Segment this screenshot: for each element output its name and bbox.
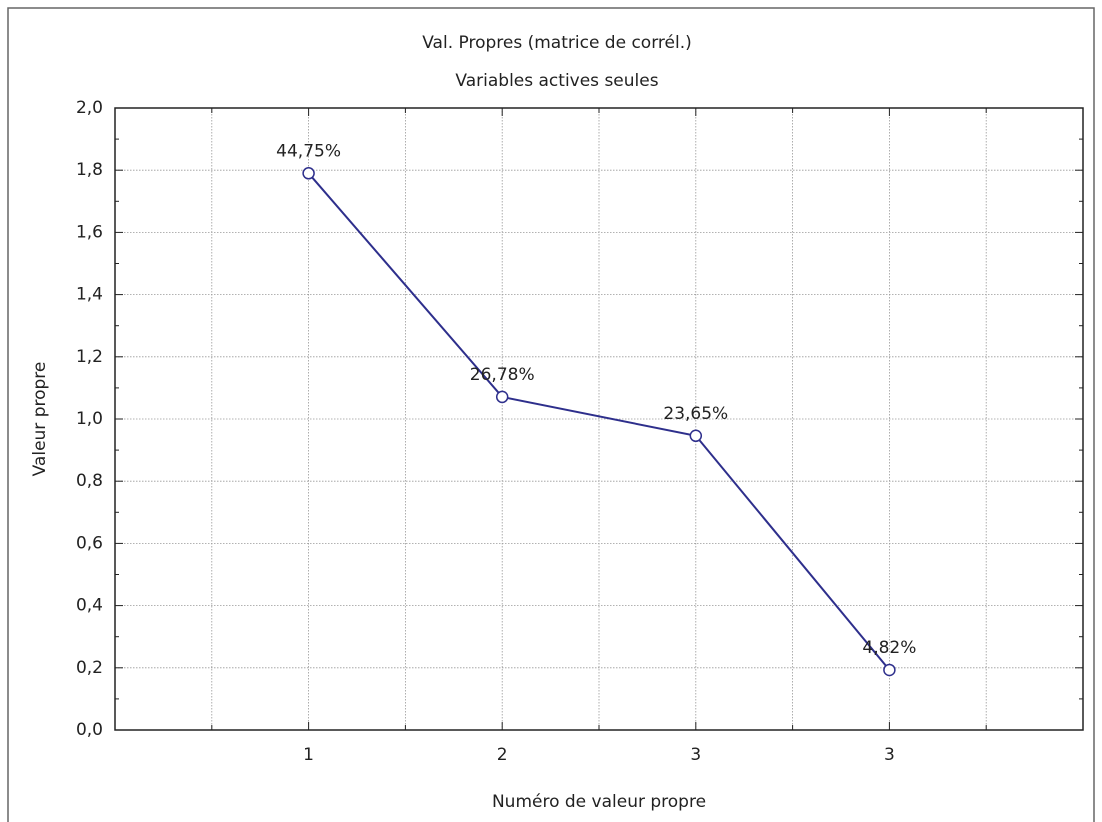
- point-label: 26,78%: [470, 365, 535, 385]
- x-tick-label: 3: [884, 745, 895, 765]
- x-tick-label: 2: [497, 745, 508, 765]
- y-tick-label: 0,4: [76, 596, 103, 616]
- y-tick-label: 1,8: [76, 160, 103, 180]
- y-tick-label: 0,2: [76, 658, 103, 678]
- point: [302, 167, 315, 180]
- y-tick-label: 1,6: [76, 222, 103, 242]
- y-tick-label: 0,6: [76, 533, 103, 553]
- y-tick-label: 0,8: [76, 471, 103, 491]
- y-tick-label: 0,0: [76, 720, 103, 740]
- point-label: 4,82%: [862, 638, 916, 658]
- point: [689, 429, 703, 443]
- frame: [7, 7, 1095, 822]
- x-axis-label: Numéro de valeur propre: [492, 792, 706, 812]
- series-line: [307, 172, 891, 671]
- point-label: 23,65%: [663, 404, 728, 424]
- y-tick-label: 1,0: [76, 409, 103, 429]
- y-tick-label: 2,0: [76, 98, 103, 118]
- x-tick-label: 1: [303, 745, 314, 765]
- point-label: 44,75%: [276, 141, 341, 161]
- y-tick-label: 1,2: [76, 347, 103, 367]
- plot-border: [114, 107, 1084, 731]
- point: [883, 663, 896, 677]
- chart-subtitle: Variables actives seules: [455, 71, 658, 91]
- chart-title: Val. Propres (matrice de corrél.): [422, 33, 691, 53]
- y-tick-label: 1,4: [76, 285, 103, 305]
- point: [495, 390, 509, 404]
- x-tick-label: 3: [690, 745, 701, 765]
- y-axis-label: Valeur propre: [30, 362, 50, 477]
